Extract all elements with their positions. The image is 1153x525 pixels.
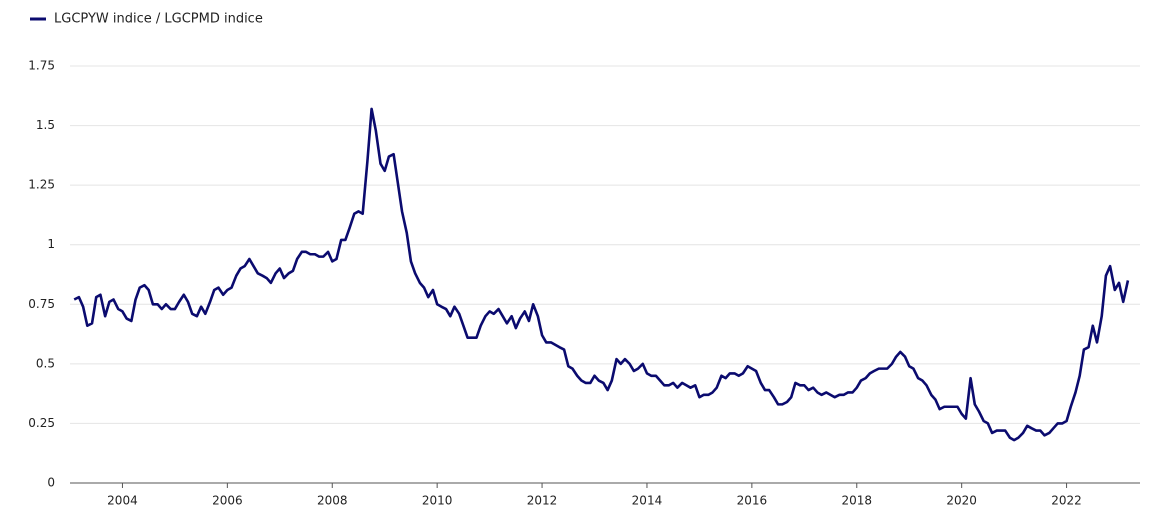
x-tick-label: 2012 <box>527 494 558 508</box>
y-tick-label: 1.75 <box>28 59 55 73</box>
y-tick-label: 1 <box>47 237 55 251</box>
x-tick-label: 2010 <box>422 494 453 508</box>
y-tick-label: 0 <box>47 476 55 490</box>
x-tick-label: 2008 <box>317 494 348 508</box>
legend-label: LGCPYW indice / LGCPMD indice <box>54 12 263 27</box>
x-tick-label: 2014 <box>632 494 663 508</box>
x-tick-label: 2022 <box>1051 494 1082 508</box>
y-tick-label: 0.5 <box>36 356 55 370</box>
x-tick-label: 2006 <box>212 494 243 508</box>
y-tick-label: 1.25 <box>28 178 55 192</box>
x-tick-label: 2016 <box>737 494 768 508</box>
y-tick-label: 0.25 <box>28 416 55 430</box>
x-tick-label: 2018 <box>841 494 872 508</box>
x-tick-label: 2020 <box>946 494 977 508</box>
x-tick-label: 2004 <box>107 494 138 508</box>
data-line <box>73 107 1130 442</box>
legend: LGCPYW indice / LGCPMD indice <box>30 12 263 27</box>
y-tick-label: 0.75 <box>28 297 55 311</box>
y-tick-label: 1.5 <box>36 118 55 132</box>
